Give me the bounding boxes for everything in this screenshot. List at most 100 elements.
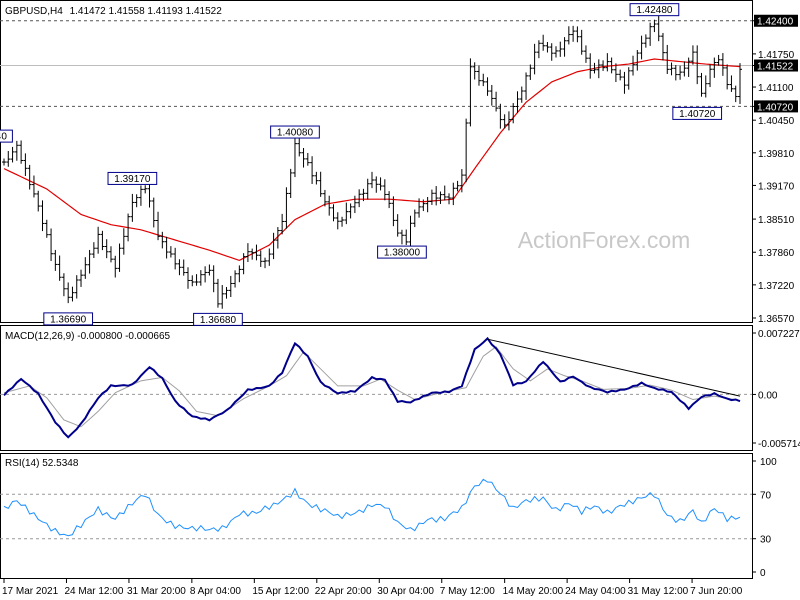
price-bar	[27, 164, 32, 190]
annotation-box	[107, 171, 158, 185]
annotation-box	[270, 125, 320, 139]
level-box	[754, 100, 798, 113]
x-tick-label: 22 Apr 20:00	[315, 586, 372, 597]
annotation-box	[43, 312, 94, 326]
price-bar	[519, 86, 524, 103]
main-panel-frame	[0, 0, 753, 323]
annotation-box	[377, 245, 427, 259]
price-bar	[686, 57, 691, 77]
price-annotation: 1.40720	[672, 106, 723, 120]
price-bar	[690, 45, 695, 65]
price-bar	[631, 55, 636, 76]
price-bar	[429, 189, 434, 205]
price-bar	[203, 266, 208, 283]
price-bar	[284, 187, 289, 229]
level-label: 1.42400	[757, 17, 794, 28]
price-bar	[344, 202, 349, 225]
rsi-line	[3, 478, 741, 537]
rsi-title: RSI(14) 52.5348	[5, 458, 79, 469]
signal-path	[3, 346, 741, 428]
price-bar	[669, 62, 674, 76]
price-bar	[365, 178, 370, 200]
tick-label: 1.41100	[758, 83, 794, 94]
price-bar	[164, 236, 169, 259]
rsi-axis: 100 70 30 0	[752, 457, 777, 579]
price-bar	[267, 248, 272, 266]
x-tick-label: 30 Apr 04:00	[377, 586, 434, 597]
price-bar	[626, 67, 631, 90]
price-bar	[190, 275, 195, 287]
price-bar	[566, 26, 571, 45]
annotation-label: 1.40720	[679, 109, 716, 120]
price-bar	[515, 91, 520, 113]
price-bar	[224, 287, 229, 299]
annotation-box	[193, 312, 243, 326]
price-bar	[2, 158, 6, 166]
macd-trendline	[487, 338, 741, 397]
price-bar	[151, 197, 156, 228]
price-bar	[143, 185, 148, 194]
price-bar	[83, 257, 88, 279]
price-bar	[91, 242, 96, 258]
price-bar	[447, 193, 452, 205]
x-tick-label: 24 Mar 12:00	[64, 586, 123, 597]
price-bar	[271, 232, 276, 260]
price-bar	[618, 69, 623, 81]
price-bar	[104, 239, 109, 259]
x-tick-label: 7 Jun 20:00	[690, 586, 743, 597]
price-bar	[656, 15, 661, 42]
price-bar	[374, 176, 379, 193]
price-bar	[660, 32, 665, 61]
price-bar	[703, 75, 708, 98]
price-bar	[545, 42, 550, 53]
price-bar	[695, 45, 700, 85]
x-tick-label: 24 May 04:00	[565, 586, 626, 597]
price-bar	[113, 255, 118, 278]
price-bar	[455, 180, 460, 192]
price-bar	[494, 91, 499, 112]
watermark: ActionForex.com	[518, 227, 691, 253]
price-bar	[408, 215, 413, 249]
x-tick-label: 8 Apr 04:00	[190, 586, 242, 597]
price-bar	[130, 193, 135, 222]
annotation-box	[629, 3, 680, 17]
tick-label: 70	[760, 490, 772, 501]
price-bar	[391, 196, 396, 227]
price-bar	[314, 171, 319, 185]
price-bar	[609, 57, 614, 74]
price-annotation: 1.36690	[43, 312, 94, 326]
price-bar	[181, 259, 186, 276]
x-tick-label: 31 Mar 20:00	[127, 586, 186, 597]
price-annotation: 1.42480	[629, 3, 680, 17]
price-bar	[712, 57, 717, 78]
price-bar	[263, 257, 268, 269]
price-bar	[340, 216, 345, 227]
price-bar	[258, 250, 263, 267]
price-bar	[720, 53, 725, 76]
price-bar	[554, 46, 558, 58]
price-bar	[31, 175, 36, 198]
price-bar	[245, 243, 250, 263]
price-bar	[233, 270, 238, 288]
tick-label: 0.007227	[758, 329, 800, 340]
price-bar	[639, 35, 644, 60]
price-bar	[635, 49, 640, 71]
main-title: GBPUSD,H4 1.41472 1.41558 1.41193 1.4152…	[5, 6, 222, 17]
price-bar	[395, 214, 400, 237]
price-bar	[605, 53, 610, 72]
price-bar	[100, 230, 105, 251]
main-guide-lines	[0, 20, 752, 107]
macd-title: MACD(12,26,9) -0.000800 -0.000665	[5, 331, 171, 342]
price-bar	[575, 26, 580, 43]
price-bar	[305, 152, 310, 166]
price-bar	[241, 253, 246, 275]
price-bar	[699, 72, 704, 97]
price-bar	[489, 84, 494, 106]
tick-label: 0	[760, 568, 766, 579]
annotation-label: 1.42480	[636, 5, 673, 16]
price-bar	[352, 195, 357, 214]
annotation-box	[0, 129, 13, 143]
ohlc-label: 1.41472 1.41558 1.41193 1.41522	[70, 6, 223, 17]
price-bar	[19, 140, 24, 164]
price-bar	[481, 73, 486, 87]
